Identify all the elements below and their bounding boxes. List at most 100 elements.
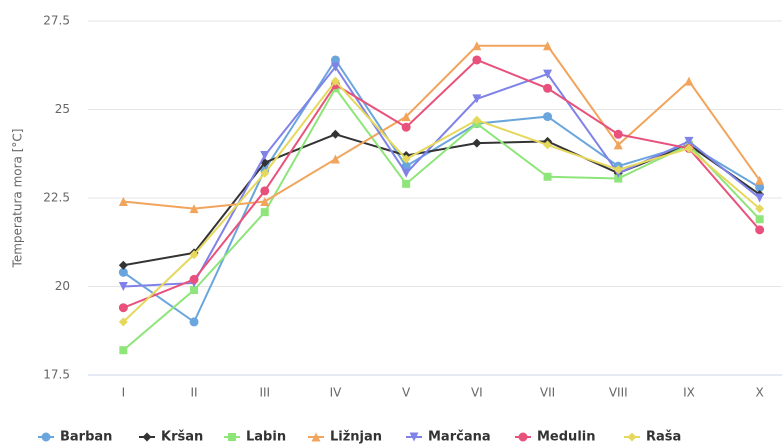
marker bbox=[684, 136, 694, 146]
legend-label: Kršan bbox=[161, 430, 203, 445]
marker bbox=[614, 174, 623, 183]
marker bbox=[401, 168, 411, 178]
marker bbox=[118, 282, 128, 291]
marker bbox=[543, 140, 553, 150]
marker bbox=[755, 175, 765, 185]
marker bbox=[189, 250, 199, 260]
marker bbox=[118, 303, 128, 313]
y-tick-label: 22.5 bbox=[43, 191, 70, 205]
marker bbox=[311, 432, 321, 442]
series bbox=[118, 41, 765, 214]
marker bbox=[472, 138, 482, 148]
marker bbox=[755, 215, 764, 224]
marker bbox=[472, 41, 482, 51]
marker bbox=[543, 83, 553, 93]
marker bbox=[409, 432, 419, 442]
x-tick-label: X bbox=[756, 386, 764, 400]
marker bbox=[228, 433, 236, 441]
marker bbox=[401, 112, 411, 122]
x-tick-label: II bbox=[191, 386, 198, 400]
line bbox=[123, 65, 761, 288]
legend-label: Marčana bbox=[428, 430, 491, 445]
series bbox=[119, 84, 764, 355]
x-tick-label: IV bbox=[330, 386, 343, 400]
x-tick-label: III bbox=[259, 386, 270, 400]
line bbox=[123, 44, 761, 210]
marker bbox=[118, 317, 128, 327]
marker bbox=[260, 186, 270, 196]
marker bbox=[472, 55, 482, 65]
marker bbox=[402, 179, 411, 188]
legend-label: Raša bbox=[646, 430, 681, 445]
marker bbox=[260, 197, 270, 207]
x-tick-label: I bbox=[122, 386, 126, 400]
marker bbox=[189, 274, 199, 284]
marker bbox=[401, 122, 411, 132]
marker bbox=[330, 76, 340, 86]
legend-label: Barban bbox=[60, 430, 112, 445]
marker bbox=[189, 317, 199, 327]
y-tick-label: 20 bbox=[55, 279, 70, 293]
x-tick-label: VI bbox=[471, 386, 483, 400]
marker bbox=[330, 129, 340, 139]
legend-item: Labin bbox=[224, 430, 286, 445]
marker bbox=[41, 432, 51, 442]
marker bbox=[518, 432, 528, 442]
marker bbox=[613, 140, 623, 150]
marker bbox=[189, 204, 199, 214]
legend-item: Ližnjan bbox=[308, 430, 382, 445]
marker bbox=[543, 41, 553, 51]
series bbox=[118, 55, 765, 327]
marker bbox=[142, 432, 152, 442]
marker bbox=[190, 286, 199, 295]
series bbox=[118, 62, 765, 291]
marker bbox=[401, 154, 411, 164]
legend-item: Marčana bbox=[406, 430, 491, 445]
marker bbox=[755, 182, 765, 192]
marker bbox=[118, 197, 128, 207]
marker bbox=[472, 94, 482, 104]
line bbox=[122, 86, 761, 351]
marker bbox=[330, 55, 340, 65]
y-axis-label: Temperatura mora [°C] bbox=[11, 129, 25, 269]
marker bbox=[118, 267, 128, 277]
marker bbox=[755, 225, 765, 235]
marker bbox=[118, 260, 128, 270]
marker bbox=[260, 168, 270, 178]
y-tick-label: 17.5 bbox=[43, 368, 70, 382]
y-tick-label: 27.5 bbox=[43, 14, 70, 28]
series bbox=[118, 76, 765, 327]
line bbox=[122, 79, 761, 323]
marker bbox=[755, 204, 765, 214]
x-tick-label: VII bbox=[540, 386, 555, 400]
line bbox=[122, 58, 761, 309]
marker bbox=[119, 346, 128, 355]
marker bbox=[684, 143, 694, 153]
legend-item: Barban bbox=[38, 430, 112, 445]
legend-item: Kršan bbox=[139, 430, 203, 445]
marker bbox=[613, 165, 623, 175]
line bbox=[122, 58, 761, 324]
marker bbox=[627, 432, 637, 442]
x-tick-label: IX bbox=[683, 386, 695, 400]
legend-label: Ližnjan bbox=[330, 430, 382, 445]
marker bbox=[543, 112, 553, 122]
legend-item: Medulin bbox=[515, 430, 595, 445]
marker bbox=[755, 193, 765, 203]
marker bbox=[260, 208, 269, 217]
marker bbox=[684, 76, 694, 86]
x-tick-label: V bbox=[402, 386, 411, 400]
legend-item: Raša bbox=[624, 430, 681, 445]
marker bbox=[260, 151, 270, 161]
legend-label: Medulin bbox=[537, 430, 595, 445]
marker bbox=[543, 172, 552, 181]
marker bbox=[472, 115, 482, 125]
x-tick-label: VIII bbox=[609, 386, 628, 400]
marker bbox=[613, 129, 623, 139]
marker bbox=[543, 69, 553, 79]
marker bbox=[330, 62, 340, 72]
y-tick-label: 25 bbox=[55, 102, 70, 116]
marker bbox=[330, 154, 340, 164]
legend-label: Labin bbox=[246, 430, 286, 445]
